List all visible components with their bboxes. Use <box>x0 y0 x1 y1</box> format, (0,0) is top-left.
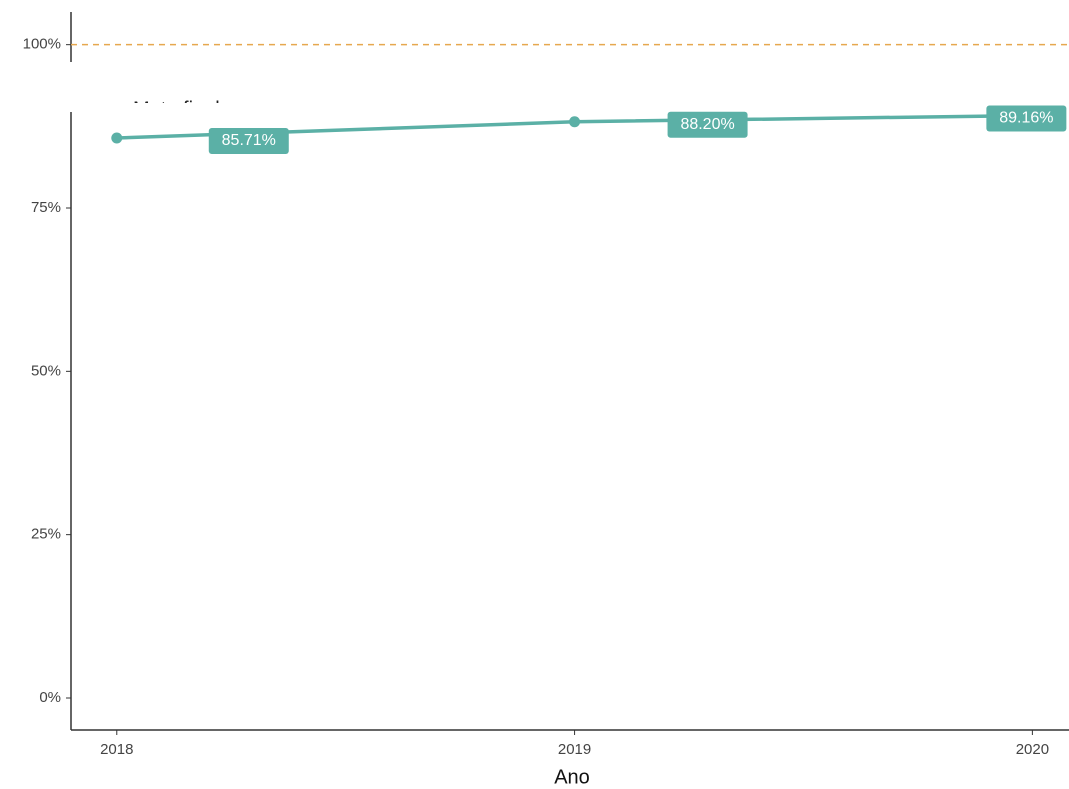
point <box>111 132 123 144</box>
y-tick-label: 0% <box>39 689 61 706</box>
y-tick-label: 25% <box>31 526 61 543</box>
data-label: 89.16% <box>999 110 1053 127</box>
y-tick-label: 50% <box>31 362 61 379</box>
y-tick-label: 100% <box>23 36 61 53</box>
data-label: 85.71% <box>222 132 276 149</box>
x-axis-title: Ano <box>554 766 590 788</box>
annotation-group: Meta final <box>133 98 220 120</box>
x-tick-label: 2020 <box>1016 741 1049 758</box>
y-tick-label: 75% <box>31 199 61 216</box>
x-tick-label: 2018 <box>100 741 133 758</box>
point <box>569 116 581 128</box>
x-tick-label: 2019 <box>558 741 591 758</box>
label-box <box>208 128 289 155</box>
label-box <box>667 111 748 138</box>
reference-label: Meta final <box>133 98 220 120</box>
data-label: 88.20% <box>680 116 734 133</box>
mask <box>55 62 1069 112</box>
label-box <box>986 105 1067 132</box>
